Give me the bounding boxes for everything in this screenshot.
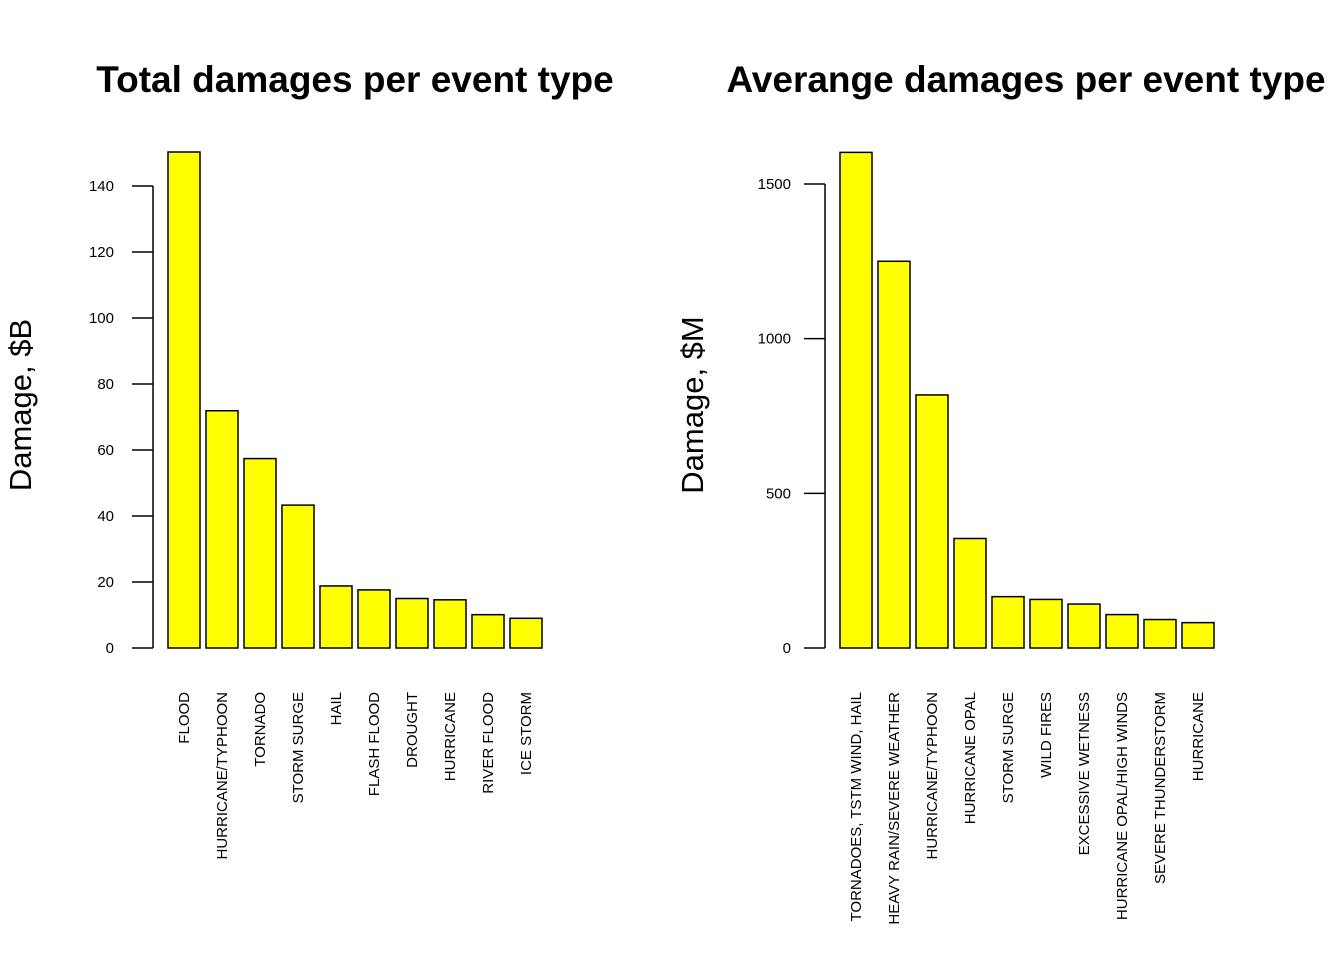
category-label: EXCESSIVE WETNESS bbox=[1076, 692, 1093, 855]
category-label: TORNADOES, TSTM WIND, HAIL bbox=[848, 692, 865, 921]
category-label: STORM SURGE bbox=[290, 692, 307, 803]
y-tick-label: 1500 bbox=[758, 176, 791, 193]
chart-title: Averange damages per event type bbox=[726, 59, 1325, 100]
category-label: STORM SURGE bbox=[1000, 692, 1017, 803]
bar bbox=[915, 394, 949, 649]
y-tick-label: 80 bbox=[97, 376, 114, 393]
y-tick-label: 40 bbox=[97, 508, 114, 525]
y-tick-label: 120 bbox=[89, 244, 114, 261]
y-tick-label: 500 bbox=[766, 485, 791, 502]
bar bbox=[319, 585, 353, 649]
bar bbox=[357, 589, 391, 649]
y-tick-label: 20 bbox=[97, 574, 114, 591]
category-label: TORNADO bbox=[252, 692, 269, 767]
y-tick-label: 140 bbox=[89, 178, 114, 195]
bar-series bbox=[839, 151, 1215, 649]
bar bbox=[1105, 613, 1139, 649]
category-label: SEVERE THUNDERSTORM bbox=[1152, 692, 1169, 884]
bar bbox=[471, 613, 505, 649]
bar bbox=[877, 260, 911, 649]
bar bbox=[953, 537, 987, 649]
bar bbox=[433, 599, 467, 649]
category-label: HURRICANE OPAL bbox=[962, 692, 979, 824]
total-damages-chart: Total damages per event type Damage, $B … bbox=[3, 59, 614, 860]
y-tick-label: 0 bbox=[106, 640, 114, 657]
chart-title: Total damages per event type bbox=[96, 59, 613, 100]
category-label: HURRICANE bbox=[1190, 692, 1207, 781]
category-label: HURRICANE/TYPHOON bbox=[924, 692, 941, 860]
y-tick-label: 0 bbox=[783, 640, 791, 657]
category-label: HAIL bbox=[328, 692, 345, 725]
y-axis-label: Damage, $M bbox=[675, 316, 710, 493]
y-axis: 0 20 40 60 80 100 120 140 bbox=[89, 178, 154, 657]
y-axis: 0 500 1000 1500 bbox=[758, 176, 826, 657]
y-tick-label: 1000 bbox=[758, 331, 791, 348]
bar bbox=[281, 504, 315, 649]
category-label: FLOOD bbox=[176, 692, 193, 744]
bar-series bbox=[167, 151, 543, 649]
category-label: FLASH FLOOD bbox=[366, 692, 383, 796]
bar bbox=[243, 457, 277, 649]
category-label: RIVER FLOOD bbox=[480, 692, 497, 794]
bar bbox=[205, 409, 239, 649]
bar bbox=[839, 151, 873, 649]
category-labels: FLOOD HURRICANE/TYPHOON TORNADO STORM SURGE… bbox=[176, 692, 535, 860]
bar bbox=[509, 617, 543, 649]
category-label: HURRICANE OPAL/HIGH WINDS bbox=[1114, 692, 1131, 920]
y-tick-label: 100 bbox=[89, 310, 114, 327]
category-label: HEAVY RAIN/SEVERE WEATHER bbox=[886, 692, 903, 925]
category-label: HURRICANE/TYPHOON bbox=[214, 692, 231, 860]
category-label: WILD FIRES bbox=[1038, 692, 1055, 778]
category-label: HURRICANE bbox=[442, 692, 459, 781]
category-label: DROUGHT bbox=[404, 692, 421, 768]
bar bbox=[1067, 603, 1101, 649]
bar bbox=[1029, 598, 1063, 649]
category-labels: TORNADOES, TSTM WIND, HAIL HEAVY RAIN/SEV… bbox=[848, 692, 1207, 925]
y-axis-label: Damage, $B bbox=[3, 319, 38, 491]
category-label: ICE STORM bbox=[518, 692, 535, 775]
bar bbox=[395, 597, 429, 649]
y-tick-label: 60 bbox=[97, 442, 114, 459]
bar bbox=[1181, 621, 1215, 649]
bar bbox=[1143, 618, 1177, 649]
average-damages-chart: Averange damages per event type Damage, … bbox=[675, 59, 1326, 925]
bar bbox=[991, 595, 1025, 649]
bar bbox=[167, 151, 201, 649]
